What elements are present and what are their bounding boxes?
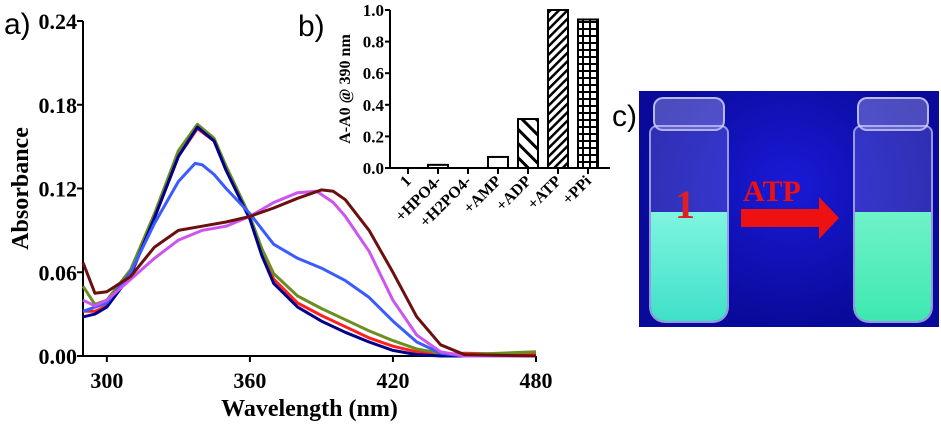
vial-before: 1 bbox=[645, 97, 729, 323]
y-axis-label: Absorbance bbox=[8, 127, 34, 250]
y-tick-label: 1.0 bbox=[363, 1, 384, 20]
x-tick-label: 480 bbox=[520, 368, 553, 393]
y-tick-label: 0.4 bbox=[363, 96, 385, 115]
y-tick-label: 0.18 bbox=[39, 93, 78, 118]
x-tick-label: +ADP bbox=[493, 173, 535, 215]
absorbance-chart: 0.00 0.06 0.12 0.18 0.24 300 360 420 480 Waveleng… bbox=[8, 9, 553, 422]
y-axis-label: A-A0 @ 390 nm bbox=[337, 34, 354, 144]
y-tick-label: 0.24 bbox=[39, 9, 78, 34]
arrow-label: ATP bbox=[743, 175, 801, 208]
y-tick-label: 0.06 bbox=[39, 260, 78, 285]
y-tick-label: 0.6 bbox=[363, 64, 384, 83]
spectrum-line-5 bbox=[81, 188, 537, 358]
spectrum-line-1 bbox=[81, 122, 537, 357]
spectrum-line-3 bbox=[82, 161, 536, 358]
y-tick-label: 0.00 bbox=[39, 344, 78, 369]
vial-after bbox=[849, 97, 933, 323]
bar-4 bbox=[517, 118, 539, 169]
x-tick-label: 300 bbox=[90, 368, 123, 393]
bar-6 bbox=[577, 18, 599, 170]
vial-label: 1 bbox=[675, 182, 695, 227]
y-tick-label: 0.12 bbox=[39, 177, 78, 202]
panel-label-c: c) bbox=[612, 100, 637, 133]
bar-1 bbox=[427, 163, 449, 169]
x-tick-label: 1 bbox=[397, 173, 415, 191]
y-tick-label: 0.2 bbox=[363, 127, 384, 146]
y-tick-label: 0.8 bbox=[363, 33, 384, 52]
x-tick-label: +ATP bbox=[525, 173, 565, 213]
bar-5 bbox=[547, 9, 569, 169]
vial-photo: 1 ATP bbox=[639, 91, 939, 327]
spectrum-line-4 bbox=[82, 189, 536, 358]
arrowhead-icon bbox=[819, 197, 839, 239]
x-tick-label: 360 bbox=[233, 368, 266, 393]
x-tick-label: +PPi bbox=[559, 172, 595, 208]
panel-label-b: b) bbox=[298, 10, 325, 43]
bar-3 bbox=[487, 155, 509, 170]
x-axis-label: Wavelength (nm) bbox=[221, 396, 398, 422]
panel-label-a: a) bbox=[4, 8, 31, 41]
bar-chart: 0.00.20.40.60.81.0A-A0 @ 390 nm1+HPO4-+H… bbox=[337, 1, 610, 230]
x-tick-label: 420 bbox=[376, 368, 409, 393]
y-tick-label: 0.0 bbox=[363, 159, 384, 178]
arrow-icon bbox=[741, 209, 821, 227]
